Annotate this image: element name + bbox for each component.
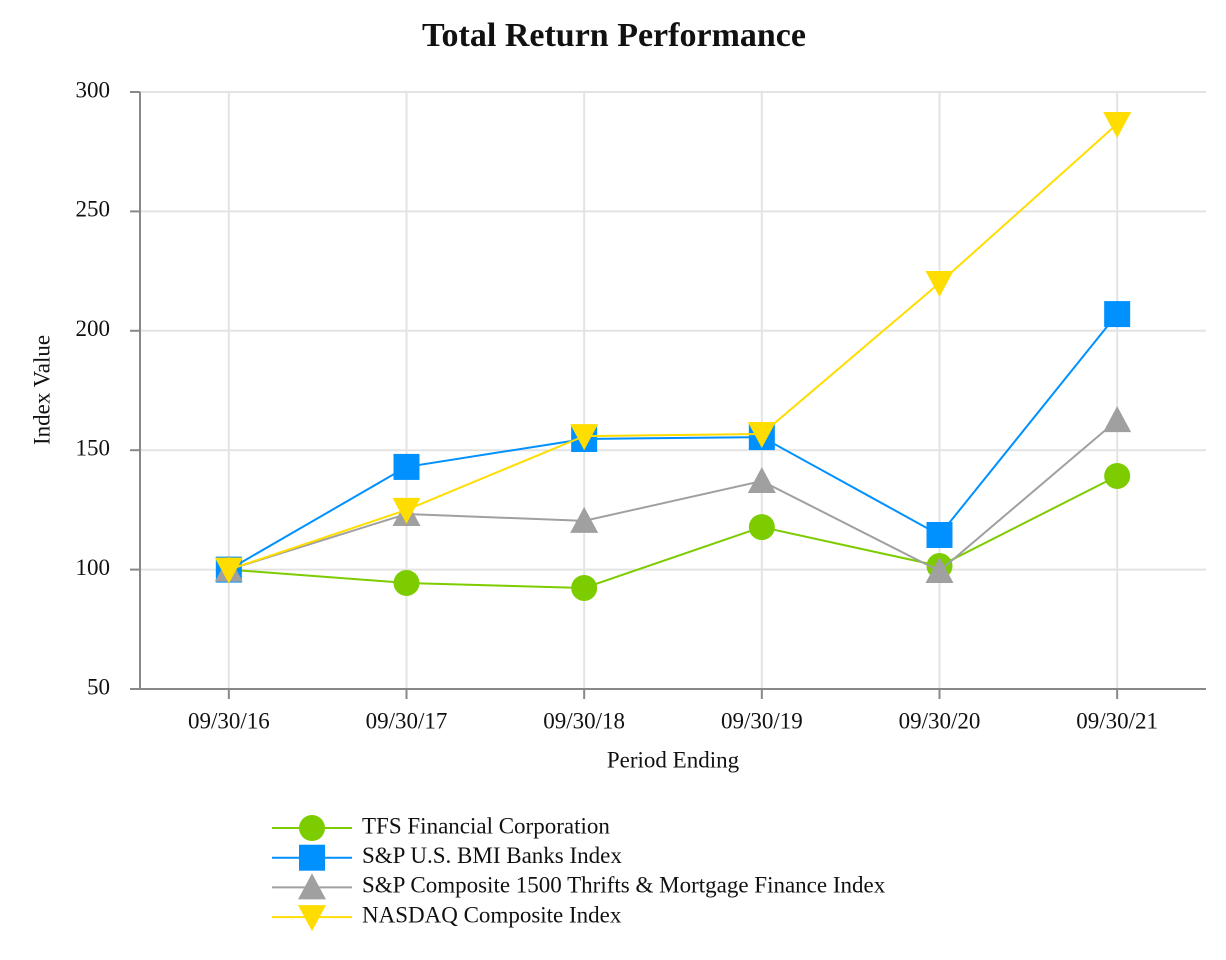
x-axis-label: Period Ending bbox=[607, 747, 740, 772]
series-line bbox=[228, 419, 1118, 573]
y-tick-label: 250 bbox=[76, 197, 111, 222]
data-point bbox=[1103, 111, 1132, 138]
series-line bbox=[228, 475, 1118, 589]
series-line bbox=[228, 123, 1118, 571]
data-point bbox=[1104, 462, 1131, 489]
legend-label: TFS Financial Corporation bbox=[362, 813, 610, 838]
legend-marker bbox=[299, 815, 325, 841]
data-point bbox=[571, 574, 598, 601]
chart-title: Total Return Performance bbox=[422, 17, 806, 54]
x-tick-label: 09/30/18 bbox=[543, 708, 625, 733]
y-tick-label: 150 bbox=[76, 435, 111, 460]
legend-marker bbox=[299, 844, 325, 871]
y-tick-label: 50 bbox=[87, 674, 110, 699]
legend-label: S&P Composite 1500 Thrifts & Mortgage Fi… bbox=[362, 873, 886, 898]
y-tick-label: 200 bbox=[76, 316, 111, 341]
x-tick-label: 09/30/19 bbox=[721, 708, 803, 733]
data-point bbox=[392, 497, 421, 524]
x-tick-label: 09/30/20 bbox=[899, 708, 981, 733]
data-point bbox=[1104, 301, 1131, 328]
data-point bbox=[1103, 406, 1132, 433]
data-point bbox=[747, 421, 776, 448]
legend-marker bbox=[298, 873, 326, 900]
y-axis-label: Index Value bbox=[29, 335, 54, 445]
data-point bbox=[926, 521, 953, 548]
x-tick-label: 09/30/21 bbox=[1076, 708, 1158, 733]
y-tick-label: 100 bbox=[76, 555, 111, 580]
data-point bbox=[214, 557, 243, 584]
data-point bbox=[393, 453, 420, 480]
legend-label: NASDAQ Composite Index bbox=[362, 902, 622, 927]
legend-label: S&P U.S. BMI Banks Index bbox=[362, 843, 622, 868]
data-point bbox=[747, 467, 776, 494]
data-point bbox=[393, 569, 420, 596]
data-point bbox=[748, 514, 775, 541]
data-point bbox=[570, 506, 599, 533]
data-point bbox=[570, 424, 599, 451]
data-point bbox=[925, 557, 954, 584]
y-tick-label: 300 bbox=[76, 77, 111, 102]
series-line bbox=[228, 313, 1118, 571]
x-tick-label: 09/30/17 bbox=[366, 708, 448, 733]
legend-marker bbox=[298, 905, 326, 932]
data-point bbox=[925, 271, 954, 298]
x-tick-label: 09/30/16 bbox=[188, 708, 270, 733]
